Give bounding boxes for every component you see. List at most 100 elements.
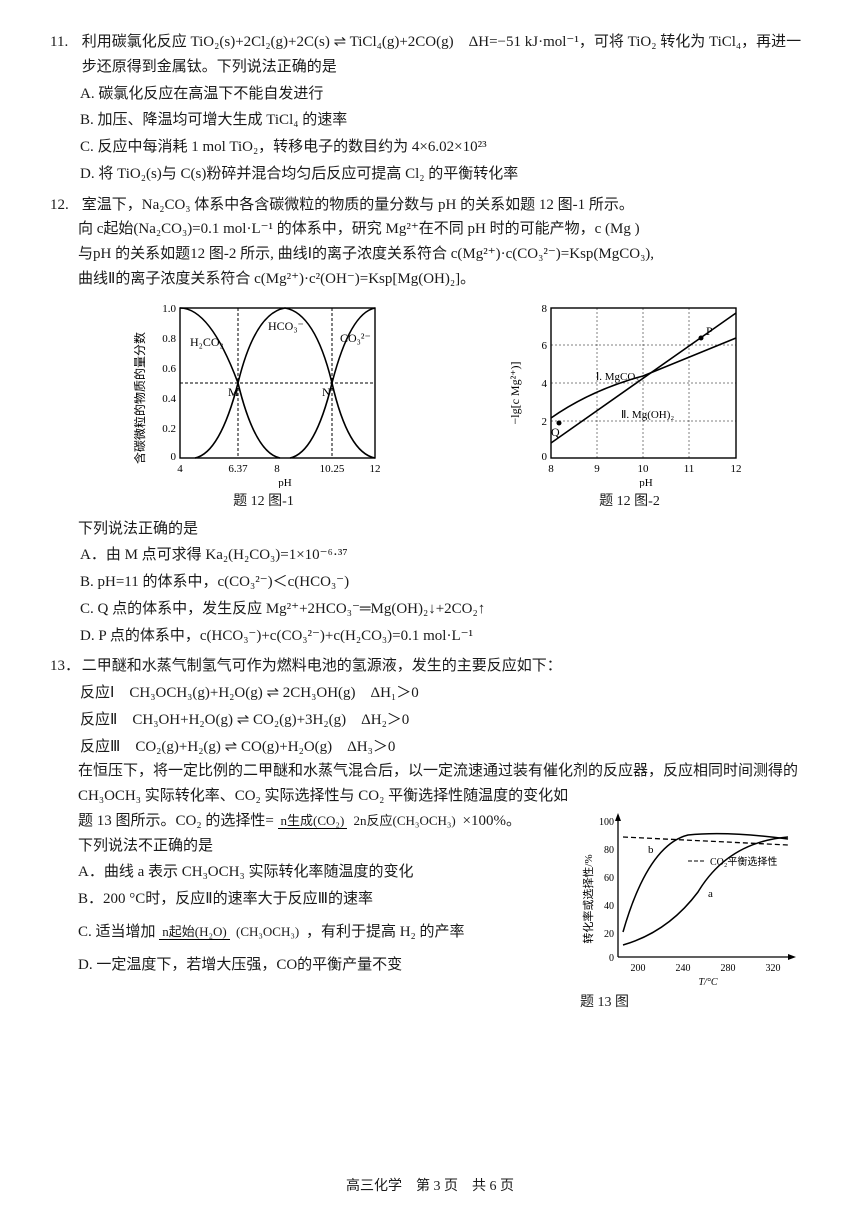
q13-chart-caption: 题 13 图 <box>580 991 810 1014</box>
svg-text:4: 4 <box>177 463 183 475</box>
svg-text:H₂CO₃: H₂CO₃ <box>190 335 224 349</box>
svg-text:0.6: 0.6 <box>162 363 176 375</box>
svg-text:12: 12 <box>369 463 380 475</box>
question-13: 13． 二甲醚和水蒸气制氢气可作为燃料电池的氢源液，发生的主要反应如下： 反应Ⅰ… <box>50 654 810 1014</box>
svg-text:−lg[c Mg²⁺)]: −lg[c Mg²⁺)] <box>508 361 522 424</box>
q13-c-frac: n起始(H₂O) (CH₃OCH₃) <box>159 925 302 939</box>
svg-text:Q: Q <box>551 425 560 439</box>
q11-opt-d: D. 将 TiO₂(s)与 C(s)粉碎并混合均匀后反应可提高 Cl₂ 的平衡转… <box>50 162 810 187</box>
q13-opt-a: A．曲线 a 表示 CH₃OCH₃ 实际转化率随温度的变化 <box>78 860 572 885</box>
svg-text:0: 0 <box>170 451 176 463</box>
svg-text:40: 40 <box>604 901 614 912</box>
q12-chart2-caption: 题 12 图-2 <box>505 490 755 513</box>
q11-text: 利用碳氯化反应 TiO₂(s)+2Cl₂(g)+2C(s) ⇌ TiCl₄(g)… <box>82 30 802 80</box>
svg-text:11: 11 <box>683 463 694 475</box>
svg-text:280: 280 <box>721 963 736 974</box>
svg-text:4: 4 <box>541 378 547 390</box>
svg-text:20: 20 <box>604 929 614 940</box>
q12-number: 12. <box>50 193 78 218</box>
q12-chart1: 1.0 0.8 0.6 0.4 0.2 0 4 6.37 8 10.25 12 <box>134 298 394 513</box>
svg-text:80: 80 <box>604 845 614 856</box>
svg-text:0.8: 0.8 <box>162 333 176 345</box>
q13-c1: C. 适当增加 <box>78 924 156 940</box>
svg-text:8: 8 <box>274 463 280 475</box>
svg-text:8: 8 <box>548 463 554 475</box>
q13-p3: 题 13 图所示。CO₂ 的选择性= n生成(CO₂) 2n反应(CH₃OCH₃… <box>78 809 572 834</box>
svg-text:P: P <box>706 324 713 338</box>
q12-opt-c: C. Q 点的体系中，发生反应 Mg²⁺+2HCO₃⁻═Mg(OH)₂↓+2CO… <box>50 597 810 622</box>
q13-frac-den: 2n反应(CH₃OCH₃) <box>351 813 459 828</box>
svg-text:100: 100 <box>599 817 614 828</box>
question-12: 12. 室温下，Na₂CO₃ 体系中各含碳微粒的物质的量分数与 pH 的关系如题… <box>50 193 810 649</box>
svg-text:12: 12 <box>730 463 741 475</box>
q12-line2: 向 c起始(Na₂CO₃)=0.1 mol·L⁻¹ 的体系中，研究 Mg²⁺在不… <box>50 217 810 242</box>
q13-bottom: 题 13 图所示。CO₂ 的选择性= n生成(CO₂) 2n反应(CH₃OCH₃… <box>50 809 810 1014</box>
page-footer: 高三化学 第 3 页 共 6 页 <box>50 1175 810 1198</box>
svg-text:200: 200 <box>631 963 646 974</box>
question-11: 11. 利用碳氯化反应 TiO₂(s)+2Cl₂(g)+2C(s) ⇌ TiCl… <box>50 30 810 187</box>
q12-line4: 曲线Ⅱ的离子浓度关系符合 c(Mg²⁺)·c²(OH⁻)=Ksp[Mg(OH)₂… <box>50 267 810 292</box>
q13-r1: 反应Ⅰ CH₃OCH₃(g)+H₂O(g) ⇌ 2CH₃OH(g) ΔH₁＞0 <box>50 681 810 706</box>
q13-c-den: (CH₃OCH₃) <box>233 924 302 939</box>
q12-line3: 与pH 的关系如题12 图-2 所示, 曲线Ⅰ的离子浓度关系符合 c(Mg²⁺)… <box>50 242 810 267</box>
svg-text:CO₂平衡选择性: CO₂平衡选择性 <box>710 855 777 868</box>
svg-text:转化率或选择性/%: 转化率或选择性/% <box>581 854 595 943</box>
q13-opt-b: B．200 °C时，反应Ⅱ的速率大于反应Ⅲ的速率 <box>78 887 572 912</box>
q12-chart2: Q P Ⅰ. MgCO₃ Ⅱ. Mg(OH)₂ 8 6 4 2 0 <box>505 298 755 513</box>
q11-number: 11. <box>50 30 78 55</box>
q13-opt-c: C. 适当增加 n起始(H₂O) (CH₃OCH₃) ，有利于提高 H₂ 的产率 <box>78 920 572 945</box>
svg-text:10: 10 <box>637 463 649 475</box>
svg-text:pH: pH <box>278 477 292 488</box>
svg-text:Ⅱ. Mg(OH)₂: Ⅱ. Mg(OH)₂ <box>621 409 674 421</box>
svg-text:1.0: 1.0 <box>162 303 176 315</box>
q13-below-text: 下列说法不正确的是 <box>78 838 213 854</box>
q12-line1: 室温下，Na₂CO₃ 体系中各含碳微粒的物质的量分数与 pH 的关系如题 12 … <box>82 193 802 218</box>
svg-text:CO₃²⁻: CO₃²⁻ <box>340 331 371 345</box>
svg-text:T/°C: T/°C <box>698 977 717 988</box>
q11-opt-a: A. 碳氯化反应在高温下不能自发进行 <box>50 82 810 107</box>
svg-text:60: 60 <box>604 873 614 884</box>
q13-below: 下列说法不正确的是 <box>78 834 572 859</box>
q13-number: 13． <box>50 654 78 679</box>
q13-frac: n生成(CO₂) 2n反应(CH₃OCH₃) <box>278 814 459 828</box>
q13-frac-num: n生成(CO₂) <box>278 813 348 829</box>
svg-text:6.37: 6.37 <box>228 463 248 475</box>
svg-text:pH: pH <box>639 477 653 488</box>
q12-opt-a: A．由 M 点可求得 Ka₂(H₂CO₃)=1×10⁻⁶·³⁷ <box>50 543 810 568</box>
q12-charts: 1.0 0.8 0.6 0.4 0.2 0 4 6.37 8 10.25 12 <box>78 298 810 513</box>
q13-c-num: n起始(H₂O) <box>159 924 229 940</box>
q13-r3: 反应Ⅲ CO₂(g)+H₂(g) ⇌ CO(g)+H₂O(g) ΔH₃＞0 <box>50 735 810 760</box>
svg-text:a: a <box>708 888 713 900</box>
svg-text:2: 2 <box>541 416 547 428</box>
svg-text:9: 9 <box>594 463 600 475</box>
svg-text:0: 0 <box>609 953 614 964</box>
svg-text:HCO₃⁻: HCO₃⁻ <box>268 319 304 333</box>
svg-text:240: 240 <box>676 963 691 974</box>
svg-text:320: 320 <box>766 963 781 974</box>
svg-text:0.4: 0.4 <box>162 393 176 405</box>
q11-opt-c: C. 反应中每消耗 1 mol TiO₂，转移电子的数目约为 4×6.02×10… <box>50 135 810 160</box>
q11-opt-b: B. 加压、降温均可增大生成 TiCl₄ 的速率 <box>50 108 810 133</box>
svg-text:6: 6 <box>541 340 547 352</box>
q12-below: 下列说法正确的是 <box>50 517 810 542</box>
svg-text:b: b <box>648 844 654 856</box>
q13-left: 题 13 图所示。CO₂ 的选择性= n生成(CO₂) 2n反应(CH₃OCH₃… <box>78 809 572 1014</box>
q12-opt-b: B. pH=11 的体系中，c(CO₃²⁻)＜c(HCO₃⁻) <box>50 570 810 595</box>
q13-opt-d: D. 一定温度下，若增大压强，CO的平衡产量不变 <box>78 953 572 978</box>
svg-text:M: M <box>228 385 239 399</box>
svg-text:10.25: 10.25 <box>319 463 344 475</box>
q12-chart1-caption: 题 12 图-1 <box>134 490 394 513</box>
q13-intro: 二甲醚和水蒸气制氢气可作为燃料电池的氢源液，发生的主要反应如下： <box>82 654 802 679</box>
q12-chart2-svg: Q P Ⅰ. MgCO₃ Ⅱ. Mg(OH)₂ 8 6 4 2 0 <box>505 298 755 488</box>
q13-p3a: 题 13 图所示。CO₂ 的选择性= <box>78 813 274 829</box>
q13-r2: 反应Ⅱ CH₃OH+H₂O(g) ⇌ CO₂(g)+3H₂(g) ΔH₂＞0 <box>50 708 810 733</box>
q13-p2: 在恒压下，将一定比例的二甲醚和水蒸气混合后，以一定流速通过装有催化剂的反应器，反… <box>50 759 810 809</box>
svg-text:N: N <box>322 385 331 399</box>
q12-opt-d: D. P 点的体系中，c(HCO₃⁻)+c(CO₃²⁻)+c(H₂CO₃)=0.… <box>50 624 810 649</box>
svg-text:0.2: 0.2 <box>162 423 176 435</box>
q12-chart1-svg: 1.0 0.8 0.6 0.4 0.2 0 4 6.37 8 10.25 12 <box>134 298 394 488</box>
q13-c2: ，有利于提高 H₂ 的产率 <box>306 924 465 940</box>
q13-chart-svg: b a CO₂平衡选择性 100 80 60 40 20 0 <box>580 809 805 989</box>
svg-text:8: 8 <box>541 303 547 315</box>
svg-text:0: 0 <box>541 451 547 463</box>
